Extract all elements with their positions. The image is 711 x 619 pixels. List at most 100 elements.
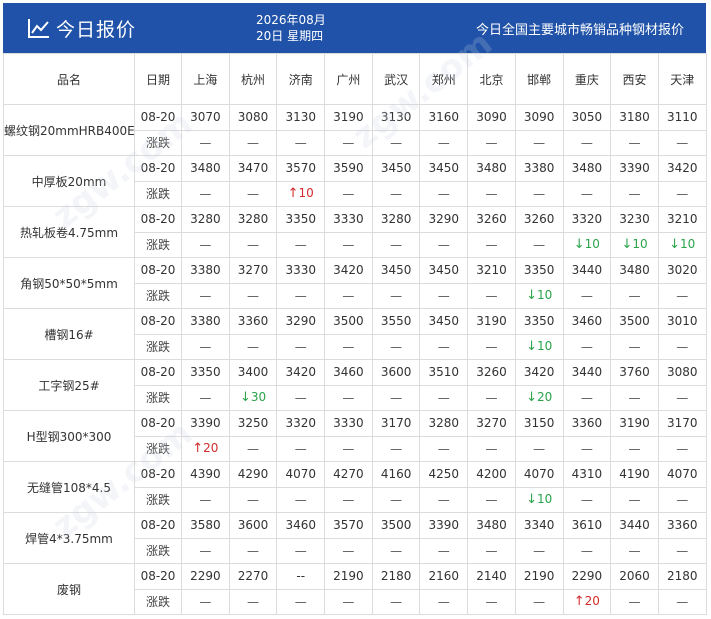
table-row-price: 热轧板卷4.75mm 08-20 3280 3280 3350 3330 3280 3290 3… <box>3 206 707 258</box>
change-cell-none: — <box>324 486 373 513</box>
price-cell: 4200 <box>467 461 516 488</box>
table-row-price: 中厚板20mm 08-20 3480 3470 3570 3590 3450 3450 3480… <box>3 155 707 207</box>
price-cell: 3450 <box>371 155 421 182</box>
table-row-change: 涨跌 — — — — — — — — ↑20— — <box>4 588 707 615</box>
price-cell: 2190 <box>324 563 373 590</box>
change-label: 涨跌 <box>134 231 182 258</box>
price-cell: 3480 <box>467 155 516 182</box>
change-cell: ↑20 <box>181 435 230 462</box>
table-row-change: 涨跌 — — — — — — — — — — — <box>4 129 707 156</box>
change-cell-none: — <box>181 129 230 156</box>
change-cell-none: — <box>181 180 230 207</box>
price-cell: 3280 <box>181 206 230 233</box>
change-cell-none: — <box>562 129 612 156</box>
price-cell: 3150 <box>514 410 564 437</box>
price-cell: 3570 <box>324 512 373 539</box>
price-cell: 3380 <box>181 257 230 284</box>
change-label: 涨跌 <box>134 537 182 564</box>
price-cell: 3080 <box>657 359 707 386</box>
price-cell: 3450 <box>419 257 469 284</box>
change-cell-none: — <box>657 435 707 462</box>
change-cell-none: — <box>371 333 421 360</box>
change-cell-none: — <box>181 333 230 360</box>
change-cell-none: — <box>467 486 516 513</box>
price-date: 08-20 <box>134 308 182 335</box>
col-header-city: 上海 <box>181 53 230 105</box>
price-cell: 3500 <box>371 512 421 539</box>
change-cell: ↓20 <box>514 384 564 411</box>
price-date: 08-20 <box>134 410 182 437</box>
price-cell: 3190 <box>324 104 373 131</box>
price-cell: 3250 <box>228 410 278 437</box>
price-cell: 3280 <box>228 206 278 233</box>
price-cell: 3320 <box>562 206 612 233</box>
change-cell-none: — <box>419 282 469 309</box>
arrow-down-icon: ↓ <box>526 339 537 355</box>
price-cell: 3440 <box>562 359 612 386</box>
price-date: 08-20 <box>134 206 182 233</box>
header-date-day: 20日 星期四 <box>256 29 324 43</box>
price-cell: 3460 <box>324 359 373 386</box>
change-cell-none: — <box>514 435 564 462</box>
line-chart-icon <box>28 19 49 38</box>
change-cell-none: — <box>657 486 707 513</box>
change-cell-none: — <box>419 384 469 411</box>
header-date: 2026年08月 20日 星期四 <box>256 12 326 44</box>
change-cell: ↑20 <box>562 588 612 615</box>
price-cell: 2180 <box>657 563 707 590</box>
price-cell: 3020 <box>657 257 707 284</box>
price-cell: 2270 <box>228 563 278 590</box>
change-cell-none: — <box>276 435 326 462</box>
price-cell: 3390 <box>610 155 659 182</box>
price-cell: 4070 <box>276 461 326 488</box>
price-cell: 3330 <box>276 257 326 284</box>
change-label: 涨跌 <box>134 282 182 309</box>
price-cell: 3350 <box>514 257 564 284</box>
table-row-price: 螺纹钢20mmHRB400E 08-20 3070 3080 3130 3190 3130 3… <box>3 104 707 156</box>
table-row-change: 涨跌 — — — — — — — — ↓10 ↓10 ↓10 <box>4 231 707 258</box>
table-row-price: H型钢300*300 08-20 3390 3250 3320 3330 3170 3280 3… <box>3 410 707 462</box>
change-cell-none: — <box>562 435 612 462</box>
price-cell: 3290 <box>419 206 469 233</box>
product-name: 焊管4*3.75mm <box>3 512 135 564</box>
change-cell: ↓10 <box>514 282 564 309</box>
price-cell: 3360 <box>228 308 278 335</box>
change-value: 10 <box>536 288 553 303</box>
change-label: 涨跌 <box>134 588 182 615</box>
change-label: 涨跌 <box>134 180 182 207</box>
price-cell: 3290 <box>276 308 326 335</box>
arrow-up-icon: ↑ <box>192 441 204 457</box>
price-date: 08-20 <box>134 155 182 182</box>
change-cell-none: — <box>324 588 373 615</box>
arrow-down-icon: ↓ <box>621 237 633 253</box>
change-cell-none: — <box>324 333 373 360</box>
change-cell-none: — <box>467 282 516 309</box>
price-cell: 3390 <box>181 410 230 437</box>
change-cell-none: — <box>562 537 612 564</box>
price-cell: 3460 <box>562 308 612 335</box>
table-row-price: 无缝管108*4.5 08-20 4390 4290 4070 4270 4160 4250 4… <box>3 461 707 513</box>
price-cell: 2290 <box>562 563 612 590</box>
price-cell: 3350 <box>181 359 230 386</box>
price-cell: 2160 <box>419 563 469 590</box>
price-cell: 3260 <box>514 206 564 233</box>
price-cell: 3360 <box>657 512 707 539</box>
header-date-month: 2026年08月 <box>256 13 326 27</box>
price-cell: -- <box>276 563 326 590</box>
price-cell: 3590 <box>324 155 373 182</box>
change-cell-none: — <box>228 129 278 156</box>
change-cell-none: — <box>371 129 421 156</box>
change-cell-none: — <box>419 588 469 615</box>
header-title: 今日报价 <box>56 19 137 41</box>
product-name: 废钢 <box>3 563 135 615</box>
price-cell: 3280 <box>419 410 469 437</box>
change-cell-none: — <box>562 384 612 411</box>
change-cell-none: — <box>419 486 469 513</box>
price-cell: 3110 <box>657 104 707 131</box>
change-value: 20 <box>203 441 219 456</box>
change-value: 10 <box>536 339 553 354</box>
price-cell: 3480 <box>467 512 516 539</box>
change-cell: ↓30 <box>228 384 278 411</box>
price-cell: 3270 <box>467 410 516 437</box>
price-header: 今日报价 2026年08月 20日 星期四 今日全国主要城市畅销品种钢材报价 <box>3 3 706 53</box>
